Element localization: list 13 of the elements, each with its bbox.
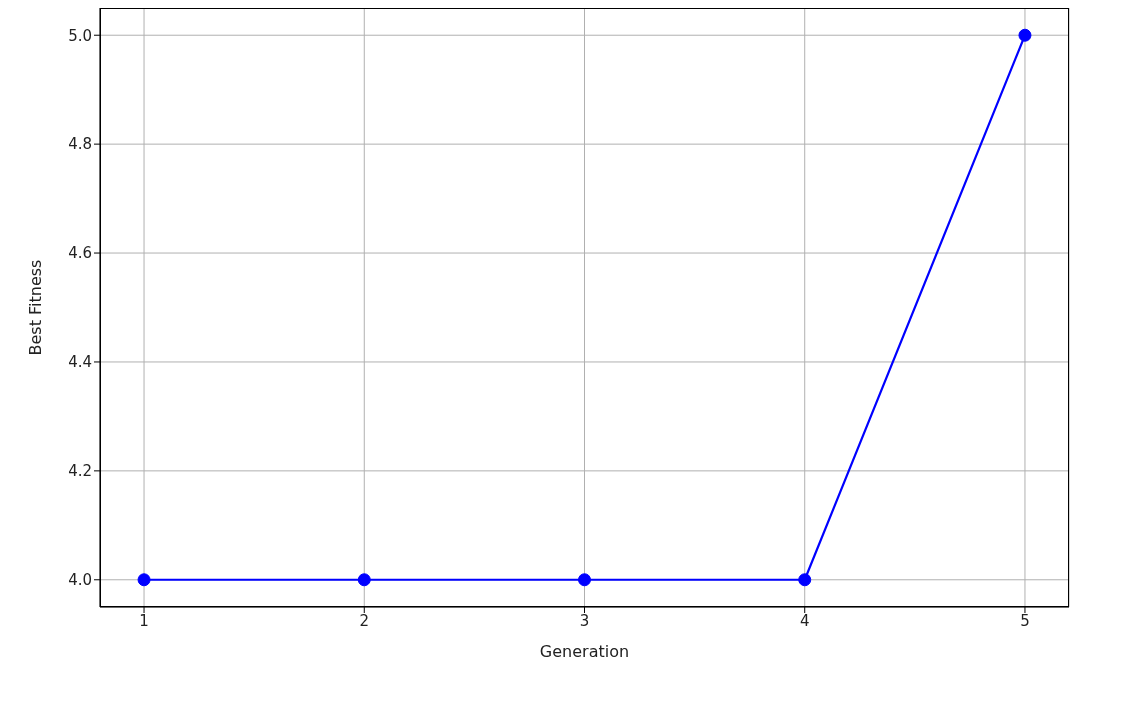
y-tick-label: 4.2 bbox=[68, 462, 92, 481]
y-tick-label: 4.4 bbox=[68, 353, 92, 372]
y-tick-label: 4.8 bbox=[68, 135, 92, 154]
x-tick-label: 1 bbox=[139, 611, 149, 630]
x-tick-label: 2 bbox=[359, 611, 370, 630]
y-tick-label: 4.0 bbox=[68, 571, 92, 590]
x-tick-label: 5 bbox=[1020, 611, 1030, 630]
y-axis-title: Best Fitness bbox=[25, 259, 45, 356]
x-tick-label: 4 bbox=[799, 611, 810, 630]
x-axis-title: Generation bbox=[539, 642, 630, 661]
x-tick-label: 3 bbox=[579, 611, 590, 630]
y-tick-label: 5.0 bbox=[68, 26, 92, 45]
y-tick-label: 4.6 bbox=[68, 244, 92, 263]
